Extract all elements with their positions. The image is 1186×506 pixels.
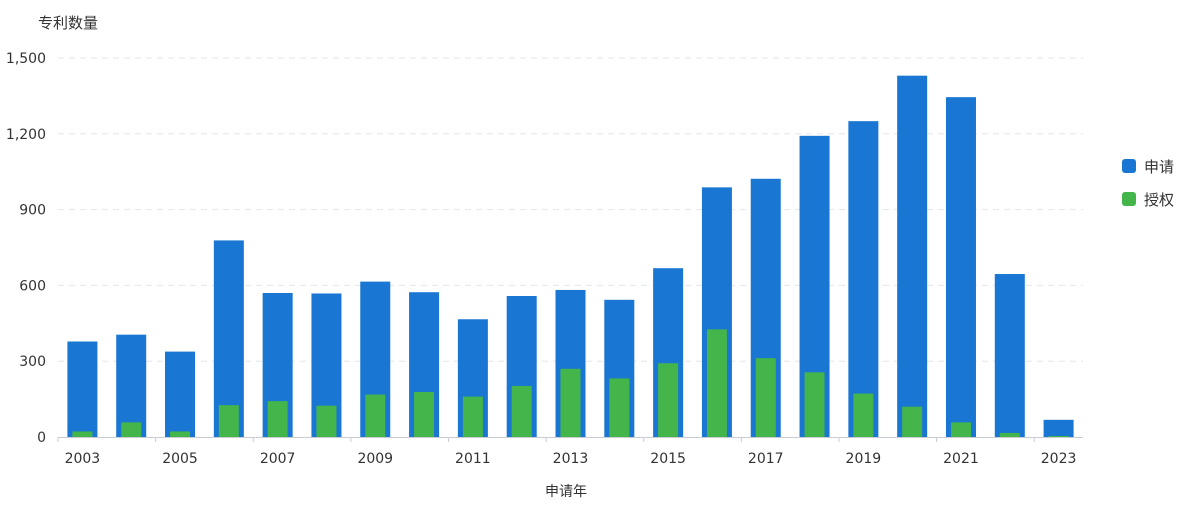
y-tick-label: 300 [19,354,46,370]
bar-apply-2005[interactable] [165,351,196,437]
x-tick-label: 2003 [65,451,101,467]
y-tick-label: 0 [37,430,46,446]
bar-grant-2016[interactable] [706,329,727,437]
x-tick-label: 2023 [1041,451,1077,467]
bar-grant-2018[interactable] [804,372,825,437]
y-tick-label: 1,500 [6,51,46,67]
legend-label-grant: 授权 [1144,190,1175,209]
bar-grant-2015[interactable] [658,363,679,437]
x-tick-label: 2007 [260,451,296,467]
x-tick-labels: 2003 2005 2007 2009 2011 2013 2015 2017 2019 2021… [65,451,1077,467]
bar-grant-2003[interactable] [72,431,93,437]
bar-apply-2021[interactable] [945,97,976,437]
x-tick-label: 2013 [553,451,589,467]
bar-grant-2007[interactable] [267,401,288,437]
x-tick-label: 2019 [846,451,882,467]
bar-apply-2019[interactable] [848,121,879,438]
bar-grant-2009[interactable] [365,394,386,437]
y-tick-label: 600 [19,278,46,294]
x-axis-title: 申请年 [545,484,587,500]
bars [67,75,1074,438]
bar-apply-2003[interactable] [67,341,98,437]
x-tick-label: 2009 [357,451,393,467]
bar-apply-2004[interactable] [116,334,147,437]
y-tick-label: 900 [19,203,46,219]
bar-grant-2008[interactable] [316,405,337,437]
bar-grant-2020[interactable] [902,406,923,437]
x-tick-label: 2021 [943,451,979,467]
legend-item-apply[interactable]: 申请 [1122,156,1174,176]
bar-grant-2023[interactable] [1048,435,1069,437]
x-tick-label: 2005 [162,451,198,467]
legend-item-grant[interactable]: 授权 [1122,189,1174,209]
bar-grant-2022[interactable] [999,432,1020,437]
x-axis [57,437,1083,442]
bar-apply-2023[interactable] [1043,419,1074,437]
bar-apply-2006[interactable] [213,240,244,437]
bar-apply-2020[interactable] [897,75,928,437]
legend: 申请 授权 [1122,156,1174,222]
legend-label-apply: 申请 [1144,157,1175,176]
legend-swatch-apply [1122,159,1136,173]
y-axis-title: 专利数量 [38,14,99,32]
legend-swatch-grant [1122,192,1136,206]
bar-apply-2022[interactable] [994,274,1025,437]
bar-grant-2012[interactable] [511,385,532,437]
bar-grant-2010[interactable] [414,392,435,437]
bar-grant-2011[interactable] [462,396,483,437]
y-tick-labels: 0 300 600 900 1,200 1,500 [6,51,46,446]
bar-grant-2017[interactable] [755,358,776,437]
x-tick-label: 2011 [455,451,491,467]
bar-grant-2013[interactable] [560,368,581,437]
bar-grant-2019[interactable] [853,393,874,437]
y-tick-label: 1,200 [6,127,46,143]
x-tick-label: 2015 [650,451,686,467]
x-tick-label: 2017 [748,451,784,467]
bar-grant-2006[interactable] [218,405,239,437]
bar-grant-2005[interactable] [170,431,191,437]
bar-grant-2004[interactable] [121,422,142,437]
bar-grant-2014[interactable] [609,378,630,437]
bar-grant-2021[interactable] [950,422,971,437]
